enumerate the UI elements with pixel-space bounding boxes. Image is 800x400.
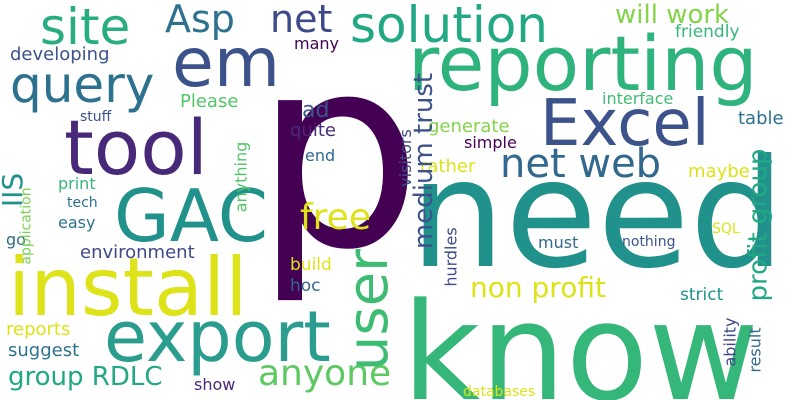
- word-visitors: visitors: [395, 129, 415, 187]
- word-maybe: maybe: [688, 161, 750, 182]
- word-solution: solution: [350, 0, 548, 54]
- word-reports: reports: [6, 319, 71, 340]
- word-databases: databases: [463, 384, 536, 400]
- word-sql: SQL: [712, 221, 740, 237]
- word-generate: generate: [428, 116, 510, 137]
- word-hoc: hoc: [290, 276, 321, 296]
- word-please: Please: [180, 91, 239, 112]
- word-nothing: nothing: [622, 234, 676, 250]
- word-net-top: net: [270, 0, 333, 41]
- word-environment: environment: [80, 242, 195, 263]
- word-interface: interface: [602, 89, 674, 108]
- word-need: need: [410, 128, 785, 302]
- word-anyone: anyone: [258, 353, 392, 394]
- word-export: export: [104, 296, 331, 378]
- word-table: table: [738, 108, 784, 129]
- word-must: must: [538, 233, 579, 252]
- word-ad: ad: [302, 98, 330, 123]
- word-non-profit: non profit: [470, 271, 606, 304]
- word-will-work: will work: [615, 0, 730, 30]
- word-tool: tool: [64, 103, 208, 192]
- word-free: free: [300, 197, 371, 238]
- word-anything: anything: [231, 141, 251, 213]
- word-install: install: [8, 241, 248, 334]
- word-site: site: [40, 0, 131, 56]
- word-asp: Asp: [165, 0, 235, 41]
- word-net-web: net web: [500, 141, 662, 187]
- word-em: em: [172, 24, 281, 103]
- word-gac: GAC: [114, 174, 269, 258]
- word-show: show: [194, 375, 236, 394]
- word-strict: strict: [680, 285, 724, 305]
- word-build: build: [290, 255, 332, 275]
- word-ability: ability: [720, 317, 740, 367]
- word-friendly: friendly: [675, 22, 740, 42]
- word-go: go: [6, 230, 26, 249]
- word-hurdles: hurdles: [441, 227, 461, 287]
- word-know: know: [402, 274, 759, 400]
- word-group-rdlc: group RDLC: [8, 362, 163, 392]
- word-application: application: [18, 187, 35, 265]
- word-print: print: [58, 174, 96, 193]
- word-easy: easy: [58, 213, 96, 232]
- word-query: query: [10, 56, 155, 114]
- word-excel: Excel: [540, 87, 710, 161]
- word-p: p: [254, 0, 423, 308]
- word-developing: developing: [10, 44, 110, 65]
- word-simple: simple: [464, 133, 517, 152]
- word-quite: quite: [290, 120, 336, 141]
- word-medium-trust: medium trust: [409, 72, 440, 250]
- word-reporting: reporting: [408, 19, 758, 108]
- word-stuff: stuff: [80, 109, 112, 125]
- word-many: many: [294, 34, 339, 53]
- word-end: end: [305, 146, 336, 165]
- word-tech: tech: [67, 195, 98, 211]
- word-rather: rather: [420, 156, 476, 177]
- word-result: result: [745, 327, 765, 373]
- word-profit-group: profit group: [743, 148, 774, 302]
- word-suggest: suggest: [8, 340, 80, 361]
- word-user: user: [336, 248, 402, 372]
